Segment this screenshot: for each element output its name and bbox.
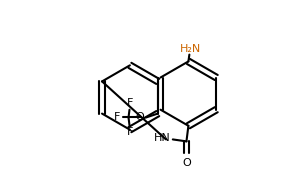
Text: O: O [135, 113, 144, 122]
Text: F: F [114, 113, 121, 122]
Text: O: O [182, 158, 191, 168]
Text: H₂N: H₂N [180, 44, 201, 54]
Text: HN: HN [154, 133, 171, 144]
Text: F: F [127, 98, 134, 108]
Text: F: F [127, 127, 134, 137]
